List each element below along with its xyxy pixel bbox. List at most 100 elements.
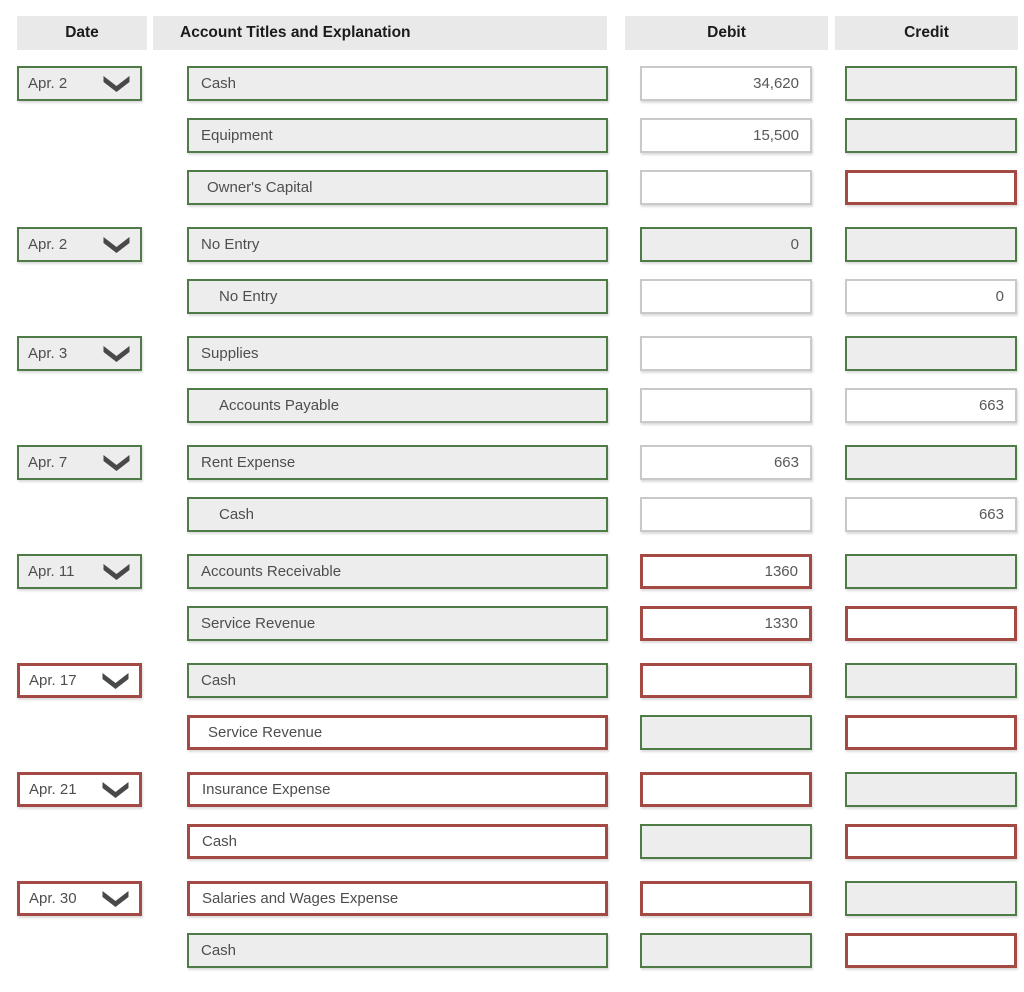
date-dropdown[interactable]: Apr. 2 [17, 227, 142, 262]
account-title-field[interactable]: Cash [187, 66, 608, 101]
debit-input[interactable]: 1330 [640, 606, 812, 641]
chevron-down-icon [103, 454, 130, 471]
date-dropdown[interactable]: Apr. 17 [17, 663, 142, 698]
header-account-titles: Account Titles and Explanation [153, 16, 607, 50]
date-cell: Apr. 2 [17, 66, 142, 101]
account-title-text: Service Revenue [201, 615, 316, 632]
account-title-field[interactable]: Equipment [187, 118, 608, 153]
journal-row: Apr. 11 Accounts Receivable 1360 [0, 554, 1024, 589]
journal-row: Apr. 7 Rent Expense 663 [0, 445, 1024, 480]
chevron-down-icon [103, 75, 130, 92]
account-title-field[interactable]: Cash [187, 497, 608, 532]
account-title-text: Cash [201, 75, 237, 92]
chevron-down-icon [103, 236, 130, 253]
credit-input[interactable] [845, 881, 1017, 916]
debit-input[interactable] [640, 388, 812, 423]
debit-input[interactable] [640, 336, 812, 371]
date-value: Apr. 21 [29, 781, 77, 798]
date-cell [17, 933, 142, 968]
credit-input[interactable] [845, 824, 1017, 859]
journal-row: Apr. 3 Supplies [0, 336, 1024, 371]
date-cell: Apr. 7 [17, 445, 142, 480]
debit-input[interactable] [640, 279, 812, 314]
debit-input[interactable] [640, 933, 812, 968]
date-dropdown[interactable]: Apr. 2 [17, 66, 142, 101]
debit-input[interactable] [640, 715, 812, 750]
debit-input[interactable] [640, 772, 812, 807]
credit-input[interactable] [845, 227, 1017, 262]
account-title-field[interactable]: Accounts Receivable [187, 554, 608, 589]
account-title-field[interactable]: No Entry [187, 227, 608, 262]
account-title-field[interactable]: Owner's Capital [187, 170, 608, 205]
credit-input[interactable] [845, 663, 1017, 698]
date-cell [17, 388, 142, 423]
debit-value: 0 [790, 236, 799, 253]
debit-input[interactable] [640, 663, 812, 698]
date-cell: Apr. 11 [17, 554, 142, 589]
date-cell [17, 170, 142, 205]
account-title-field[interactable]: Accounts Payable [187, 388, 608, 423]
journal-row: Cash 663 [0, 497, 1024, 532]
account-title-text: Cash [201, 942, 237, 959]
date-value: Apr. 7 [28, 454, 68, 471]
journal-table: Date Account Titles and Explanation Debi… [0, 16, 1024, 968]
account-title-field[interactable]: Rent Expense [187, 445, 608, 480]
account-title-field[interactable]: Cash [187, 663, 608, 698]
account-title-text: Accounts Payable [219, 397, 340, 414]
credit-input[interactable] [845, 606, 1017, 641]
date-cell [17, 118, 142, 153]
journal-row: Apr. 30 Salaries and Wages Expense [0, 881, 1024, 916]
date-cell [17, 715, 142, 750]
debit-value: 1360 [764, 563, 798, 580]
date-dropdown[interactable]: Apr. 7 [17, 445, 142, 480]
credit-input[interactable] [845, 772, 1017, 807]
journal-row: Service Revenue 1330 [0, 606, 1024, 641]
date-dropdown[interactable]: Apr. 21 [17, 772, 142, 807]
debit-input[interactable] [640, 170, 812, 205]
account-title-text: Salaries and Wages Expense [202, 890, 399, 907]
journal-row: Cash [0, 933, 1024, 968]
date-value: Apr. 2 [28, 236, 68, 253]
account-title-field[interactable]: Supplies [187, 336, 608, 371]
credit-input[interactable] [845, 336, 1017, 371]
credit-input[interactable] [845, 933, 1017, 968]
journal-row: Owner's Capital [0, 170, 1024, 205]
account-title-text: Equipment [201, 127, 273, 144]
account-title-field[interactable]: Salaries and Wages Expense [187, 881, 608, 916]
account-title-field[interactable]: Cash [187, 824, 608, 859]
date-value: Apr. 11 [28, 563, 75, 580]
account-title-field[interactable]: Service Revenue [187, 715, 608, 750]
credit-input[interactable] [845, 715, 1017, 750]
journal-rows: Apr. 2 Cash 34,620 Equipment 15,500 Owner's C… [0, 66, 1024, 968]
debit-input[interactable]: 15,500 [640, 118, 812, 153]
credit-value: 0 [995, 288, 1004, 305]
account-title-text: Cash [219, 506, 255, 523]
debit-input[interactable] [640, 824, 812, 859]
credit-input[interactable]: 0 [845, 279, 1017, 314]
account-title-field[interactable]: Insurance Expense [187, 772, 608, 807]
credit-input[interactable] [845, 118, 1017, 153]
debit-input[interactable]: 663 [640, 445, 812, 480]
credit-value: 663 [978, 397, 1004, 414]
credit-input[interactable] [845, 170, 1017, 205]
date-dropdown[interactable]: Apr. 11 [17, 554, 142, 589]
journal-row: Accounts Payable 663 [0, 388, 1024, 423]
account-title-field[interactable]: Cash [187, 933, 608, 968]
credit-input[interactable] [845, 66, 1017, 101]
credit-input[interactable] [845, 445, 1017, 480]
date-value: Apr. 30 [29, 890, 77, 907]
debit-input[interactable]: 1360 [640, 554, 812, 589]
debit-input[interactable]: 0 [640, 227, 812, 262]
journal-row: Apr. 21 Insurance Expense [0, 772, 1024, 807]
date-dropdown[interactable]: Apr. 3 [17, 336, 142, 371]
account-title-field[interactable]: No Entry [187, 279, 608, 314]
date-dropdown[interactable]: Apr. 30 [17, 881, 142, 916]
debit-input[interactable]: 34,620 [640, 66, 812, 101]
debit-input[interactable] [640, 881, 812, 916]
credit-value: 663 [978, 506, 1004, 523]
debit-input[interactable] [640, 497, 812, 532]
credit-input[interactable]: 663 [845, 388, 1017, 423]
account-title-field[interactable]: Service Revenue [187, 606, 608, 641]
credit-input[interactable] [845, 554, 1017, 589]
credit-input[interactable]: 663 [845, 497, 1017, 532]
